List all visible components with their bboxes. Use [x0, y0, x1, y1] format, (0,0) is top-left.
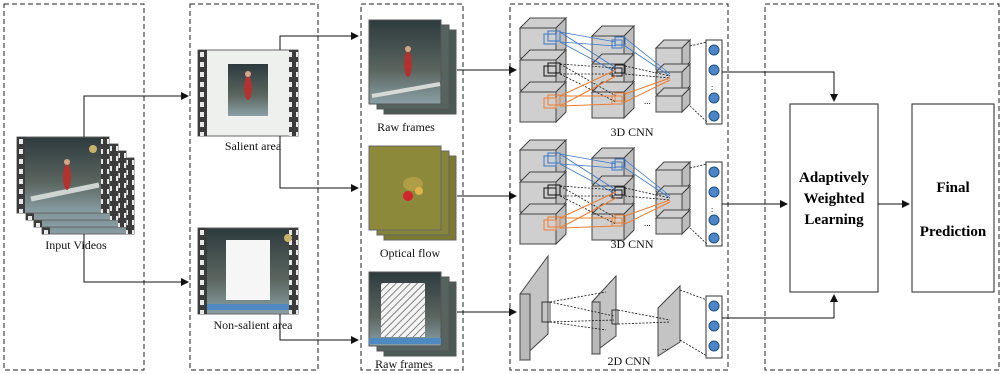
input-videos-label: Input Videos: [45, 238, 107, 252]
svg-text::: :: [711, 205, 713, 214]
connectors: [83, 32, 910, 344]
stage-box-networks: [509, 3, 729, 371]
svg-text:...: ...: [644, 218, 651, 228]
final-prediction-box: [911, 103, 995, 293]
cnn-2d-block: ...: [519, 254, 723, 362]
svg-text::: :: [711, 83, 713, 92]
stage-box-input: [3, 3, 145, 371]
cnn-3d-block-2: ... :: [518, 138, 723, 247]
stage-boxes: [3, 3, 1000, 371]
fusion-title: Adaptively Weighted Learning: [790, 168, 878, 231]
prediction-title: Final Prediction: [912, 166, 994, 254]
fusion-title-line-1: Adaptively: [798, 170, 869, 186]
neuron-column: :: [705, 39, 723, 125]
fusion-title-line-3: Learning: [804, 212, 864, 228]
stage-box-stream-inputs: [360, 3, 464, 371]
salient-area-image: [197, 49, 299, 137]
stage-box-regions: [189, 3, 319, 371]
stream-2-input-label: Optical flow: [379, 246, 441, 260]
raw-frames-stack-bottom: [368, 271, 457, 357]
fusion-title-line-2: Weighted: [803, 191, 865, 207]
input-video-stack: [16, 136, 135, 235]
stream-1-input-label: Raw frames: [377, 120, 435, 134]
neuron-column: [705, 295, 723, 359]
stream-1-network-label: 3D CNN: [610, 125, 654, 139]
stage-box-fusion: [764, 3, 1000, 371]
non-salient-area-label: Non-salient area: [213, 318, 293, 332]
neuron-column: :: [705, 161, 723, 247]
svg-text:...: ...: [644, 96, 651, 106]
stream-3-input-label: Raw frames: [375, 357, 433, 371]
stream-2-network-label: 3D CNN: [610, 237, 654, 251]
prediction-title-line-1: Final: [936, 180, 970, 196]
raw-frames-stack-top: [368, 19, 457, 115]
input-video-frame: [16, 136, 110, 214]
salient-area-label: Salient area: [224, 139, 282, 153]
optical-flow-stack: [368, 145, 457, 241]
non-salient-area-image: [197, 227, 299, 315]
cnn-3d-block-1: ... :: [518, 16, 723, 125]
stream-3-network-label: 2D CNN: [607, 354, 651, 368]
svg-text:...: ...: [662, 342, 669, 352]
adaptive-weighted-learning-box: [789, 103, 879, 293]
prediction-title-line-2: Prediction: [919, 224, 987, 240]
